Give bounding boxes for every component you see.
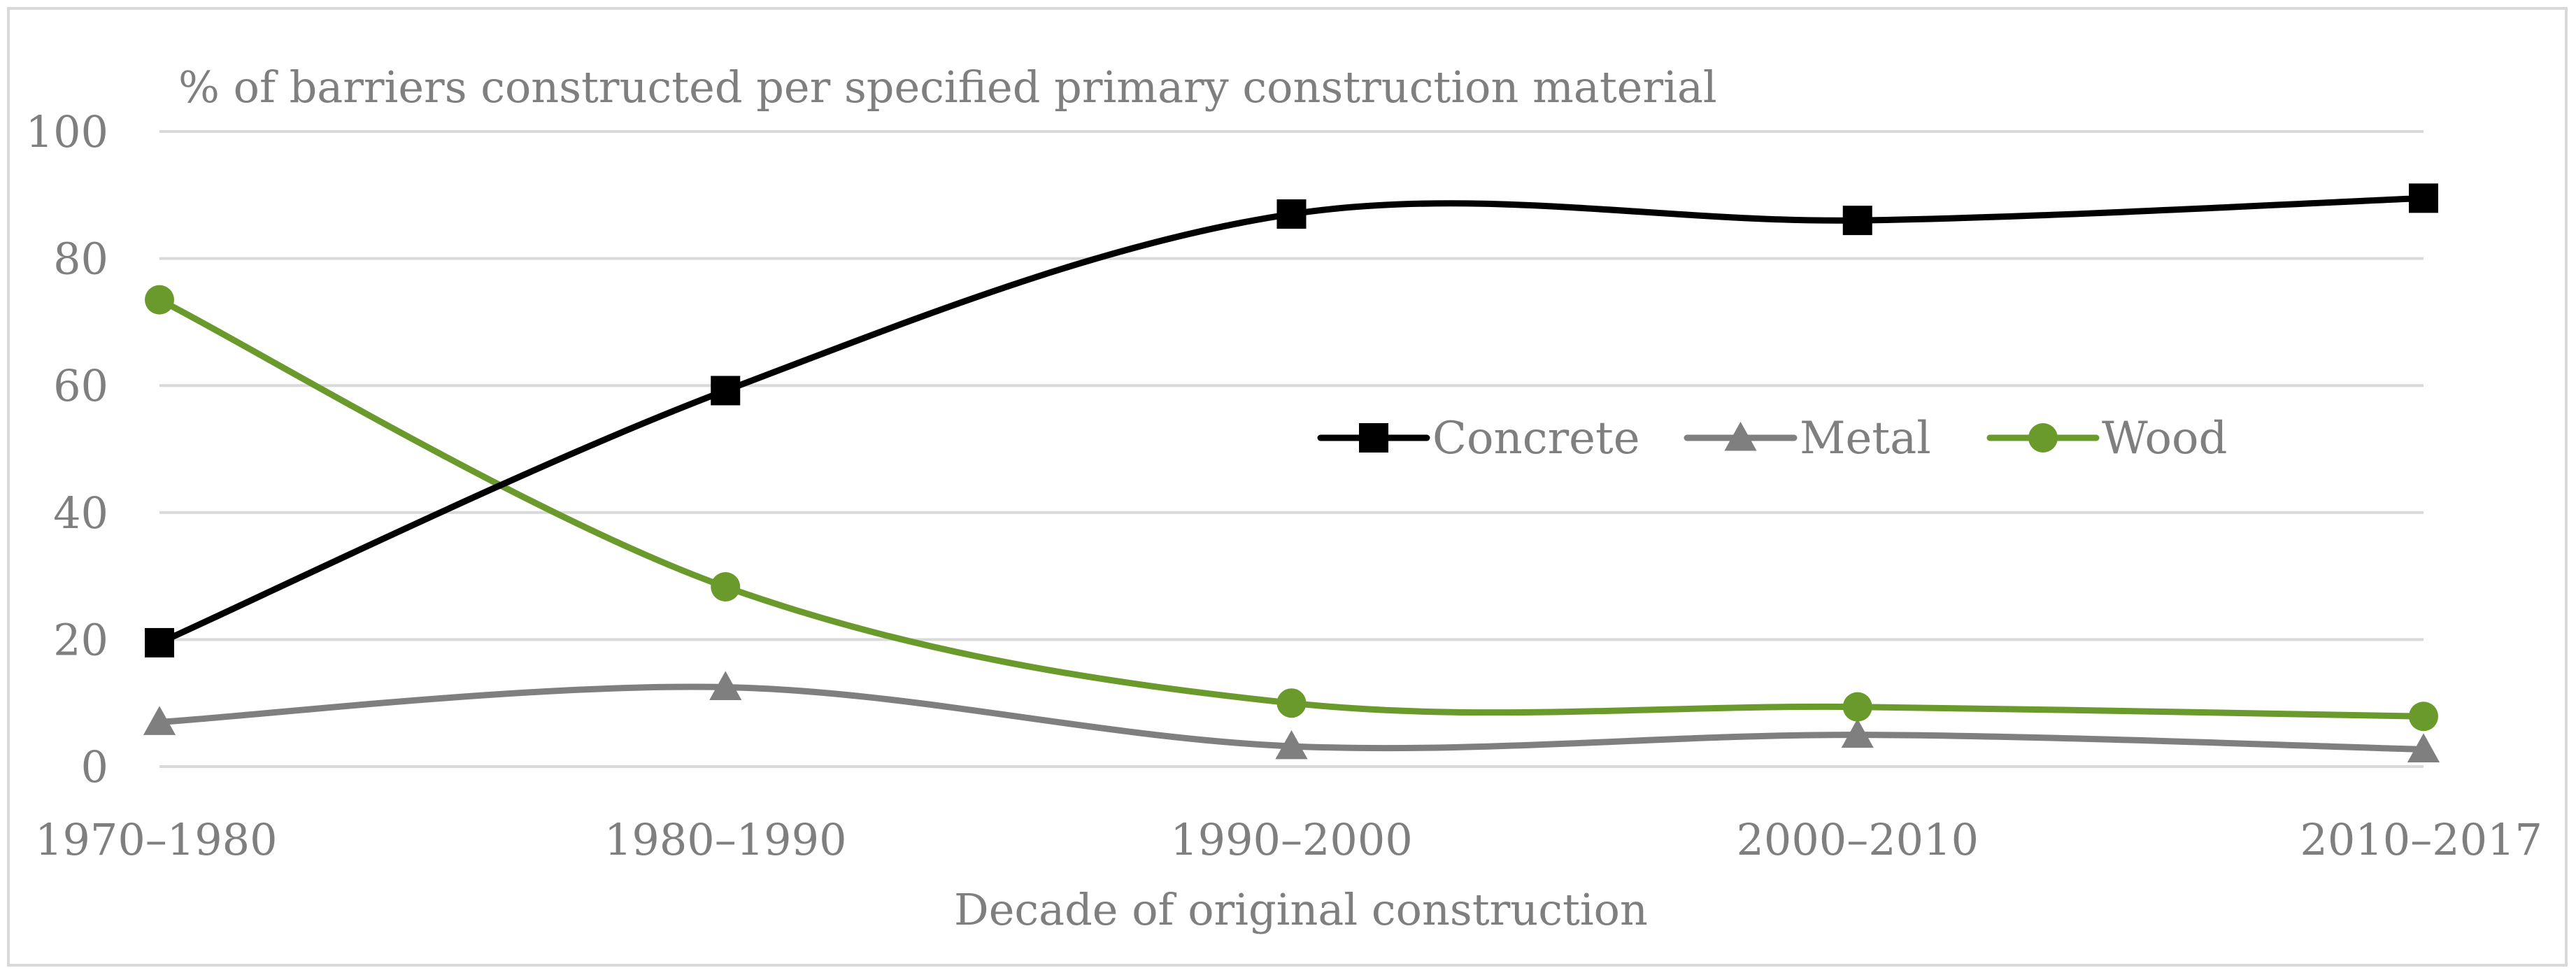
x-tick-label: 1980–1990 (604, 814, 847, 865)
data-point-wood-1 (711, 572, 741, 602)
y-axis-ticks: 0 20 40 60 80 100 (26, 106, 108, 792)
x-tick-label: 1970–1980 (35, 814, 278, 865)
data-point-wood-2 (1276, 688, 1307, 718)
data-point-concrete-3 (1842, 206, 1872, 236)
y-tick-label-20: 20 (53, 614, 108, 665)
data-point-concrete-0 (145, 627, 174, 657)
x-tick-label: 2010–2017 (2300, 814, 2542, 865)
series-line-concrete (156, 194, 2427, 646)
data-point-metal-0 (143, 706, 176, 735)
y-tick-label-0: 0 (81, 741, 108, 792)
chart-frame (7, 7, 2568, 967)
legend-marker-concrete (1359, 423, 1388, 453)
gridlines (159, 130, 2424, 768)
y-tick-label-80: 80 (53, 234, 108, 285)
data-point-metal-2 (1275, 730, 1308, 760)
x-tick-label: 1990–2000 (1170, 814, 1413, 865)
data-point-wood-3 (1842, 692, 1872, 722)
legend-label-wood: Wood (2102, 413, 2227, 464)
data-point-concrete-2 (1276, 199, 1307, 229)
data-point-concrete-4 (2409, 183, 2438, 213)
data-point-metal-3 (1841, 718, 1874, 748)
series-line-wood (156, 297, 2427, 720)
data-point-concrete-1 (711, 376, 741, 406)
y-tick-label-40: 40 (53, 488, 108, 539)
x-axis-label: Decade of original construction (954, 884, 1648, 935)
y-tick-label-60: 60 (53, 360, 108, 411)
data-point-wood-4 (2409, 702, 2438, 732)
data-point-metal-1 (709, 671, 742, 700)
legend-label-concrete: Concrete (1432, 413, 1640, 464)
x-axis-ticks: 1970–1980 1980–1990 1990–2000 2000–2010 2010… (35, 814, 2542, 865)
chart-title: % of barriers constructed per specified … (178, 62, 1717, 113)
legend-label-metal: Metal (1800, 413, 1931, 464)
legend: Concrete Metal Wood (1317, 413, 2227, 464)
data-point-wood-0 (145, 285, 174, 315)
y-tick-label-100: 100 (26, 106, 108, 157)
data-markers (143, 183, 2440, 762)
x-tick-label: 2000–2010 (1736, 814, 1979, 865)
legend-marker-metal (1724, 421, 1757, 451)
legend-marker-wood (2028, 423, 2058, 453)
data-point-metal-4 (2407, 733, 2440, 762)
series-lines (156, 194, 2427, 753)
